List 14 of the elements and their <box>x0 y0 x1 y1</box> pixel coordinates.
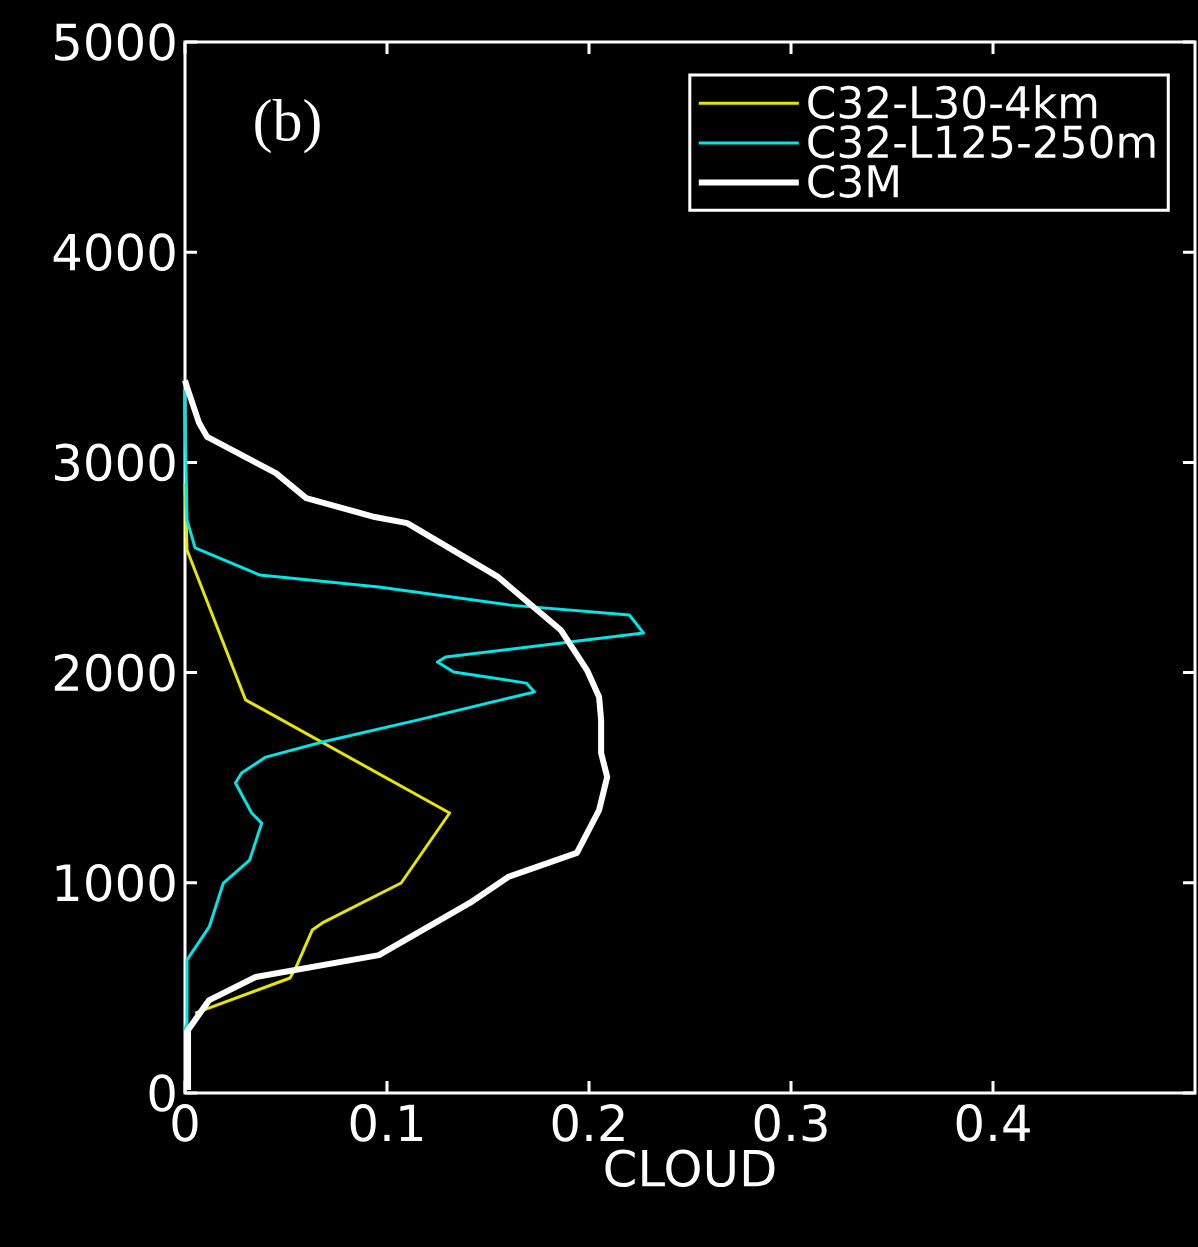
annotation: (b) <box>255 98 320 154</box>
y-tick-label: 3000 <box>54 443 175 482</box>
y-tick-label: 5000 <box>55 23 175 61</box>
legend-label: C32-L30-4km <box>808 85 1097 119</box>
x-tick-label: 0.3 <box>754 1104 827 1142</box>
y-tick-label: 2000 <box>54 653 175 692</box>
y-tick-label: 4000 <box>53 233 175 272</box>
x-tick-label: 0.2 <box>552 1104 624 1142</box>
x-axis-title: CLOUD <box>605 1149 775 1188</box>
legend-label: C3M <box>808 164 898 198</box>
y-tick-label: 1000 <box>56 863 175 902</box>
x-tick-label: 0.4 <box>956 1104 1030 1142</box>
x-tick-label: 0.1 <box>350 1104 423 1142</box>
legend-label: C32-L125-250m <box>808 125 1155 159</box>
